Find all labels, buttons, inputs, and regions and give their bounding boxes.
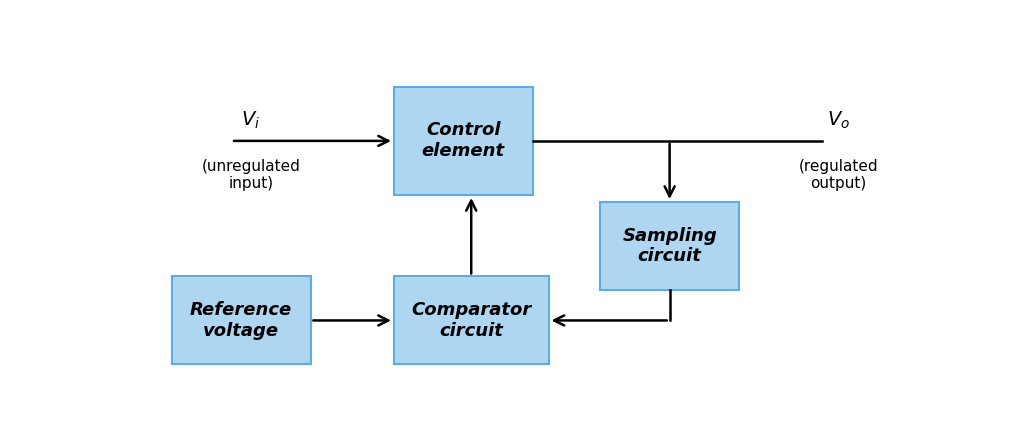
Text: $V_o$: $V_o$: [826, 110, 850, 131]
Text: (unregulated
input): (unregulated input): [202, 158, 300, 191]
FancyBboxPatch shape: [394, 276, 549, 364]
FancyBboxPatch shape: [394, 87, 532, 195]
Text: (regulated
output): (regulated output): [799, 158, 879, 191]
Text: Control
element: Control element: [422, 121, 505, 160]
Text: $V_i$: $V_i$: [242, 110, 260, 131]
Text: Sampling
circuit: Sampling circuit: [623, 227, 717, 265]
Text: Reference
voltage: Reference voltage: [190, 301, 292, 340]
FancyBboxPatch shape: [172, 276, 310, 364]
FancyBboxPatch shape: [600, 202, 739, 290]
Text: Comparator
circuit: Comparator circuit: [411, 301, 531, 340]
